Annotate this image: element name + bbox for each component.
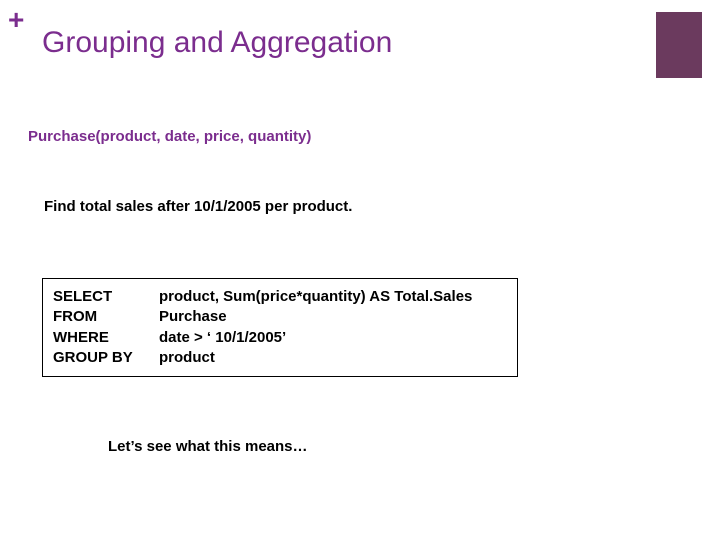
- schema-text: Purchase(product, date, price, quantity): [28, 128, 311, 145]
- footer-text: Let’s see what this means…: [108, 438, 308, 455]
- sql-row: SELECT product, Sum(price*quantity) AS T…: [53, 287, 507, 307]
- sql-rest: date > ‘ 10/1/2005’: [159, 328, 286, 348]
- sql-keyword: FROM: [53, 307, 159, 327]
- sql-row: FROM Purchase: [53, 307, 507, 327]
- sql-rest: product, Sum(price*quantity) AS Total.Sa…: [159, 287, 472, 307]
- page-title: Grouping and Aggregation: [42, 26, 392, 60]
- sql-keyword: GROUP BY: [53, 348, 159, 368]
- sql-keyword: SELECT: [53, 287, 159, 307]
- accent-block: [656, 12, 702, 78]
- sql-rest: product: [159, 348, 215, 368]
- sql-row: GROUP BY product: [53, 348, 507, 368]
- sql-keyword: WHERE: [53, 328, 159, 348]
- sql-rest: Purchase: [159, 307, 227, 327]
- plus-icon: +: [8, 6, 24, 34]
- task-text: Find total sales after 10/1/2005 per pro…: [44, 198, 352, 215]
- sql-box: SELECT product, Sum(price*quantity) AS T…: [42, 278, 518, 377]
- sql-row: WHERE date > ‘ 10/1/2005’: [53, 328, 507, 348]
